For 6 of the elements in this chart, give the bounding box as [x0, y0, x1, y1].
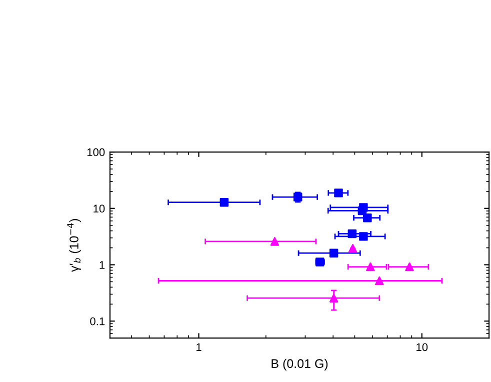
- y-tick-label: 1: [100, 261, 105, 269]
- x-axis-title: B (0.01 G): [272, 358, 328, 370]
- y-tick-label: 100: [87, 148, 105, 156]
- y-tick-label: 10: [94, 204, 105, 213]
- y-axis-title: γ′$_{b}$ (10$^{−4}$): [67, 219, 81, 272]
- y-tick-label: 0.1: [90, 317, 105, 326]
